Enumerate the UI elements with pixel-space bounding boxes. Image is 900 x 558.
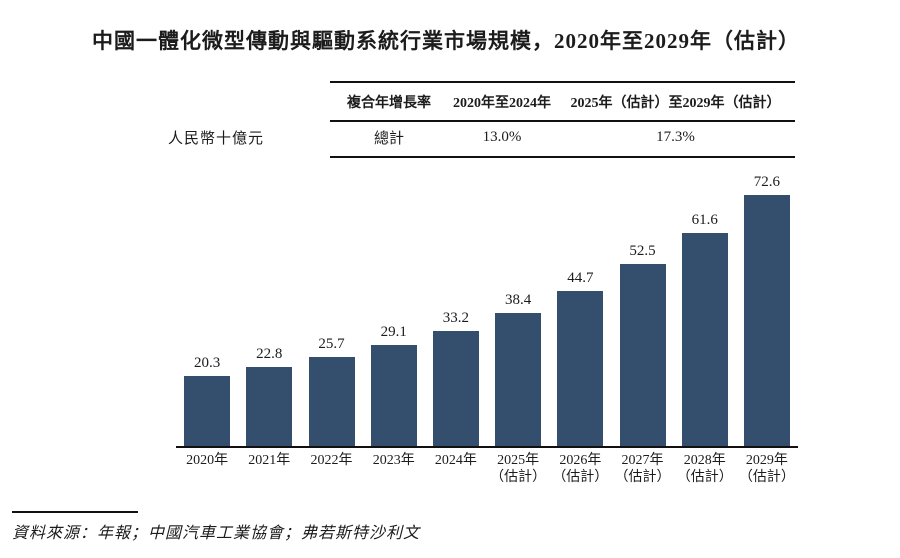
x-tick-label: 2024年 bbox=[425, 452, 487, 486]
bar-column: 25.7 bbox=[300, 336, 362, 446]
unit-label: 人民幣十億元 bbox=[168, 131, 265, 147]
bar-value-label: 22.8 bbox=[256, 346, 283, 362]
x-tick-year: 2028年 bbox=[683, 453, 726, 468]
bar-value-label: 61.6 bbox=[691, 212, 718, 228]
bar bbox=[495, 313, 542, 446]
x-tick-label: 2022年 bbox=[300, 452, 362, 486]
bar-value-label: 72.6 bbox=[753, 174, 781, 190]
bar bbox=[308, 357, 355, 446]
bar-column: 61.6 bbox=[674, 212, 736, 446]
x-tick-year: 2024年 bbox=[434, 453, 477, 468]
bar bbox=[432, 331, 479, 446]
x-tick-label: 2023年 bbox=[363, 452, 425, 486]
x-tick-year: 2020年 bbox=[186, 453, 229, 468]
bar-value-label: 29.1 bbox=[380, 324, 407, 340]
bar-column: 20.3 bbox=[176, 355, 238, 446]
x-tick-year: 2027年 bbox=[621, 453, 664, 468]
x-tick-estimate-note: （估計） bbox=[552, 470, 609, 485]
x-axis: 2020年 2021年 2022年 2023年 2024年 2025年 （估計） 2026年 （… bbox=[176, 452, 798, 486]
cagr-table-header-row: 複合年增長率 2020年至2024年 2025年（估計）至2029年（估計） bbox=[330, 83, 795, 122]
bar bbox=[743, 195, 790, 446]
x-tick-label: 2026年 （估計） bbox=[549, 452, 611, 486]
bar-column: 52.5 bbox=[611, 243, 673, 446]
cagr-header-period-1: 2020年至2024年 bbox=[453, 96, 551, 111]
cagr-table-value-row: 總計 13.0% 17.3% bbox=[330, 122, 795, 158]
x-tick-label: 2027年 （估計） bbox=[611, 452, 673, 486]
cagr-value-period-1: 13.0% bbox=[482, 129, 522, 145]
bar-column: 72.6 bbox=[736, 174, 798, 446]
bar-value-label: 52.5 bbox=[629, 243, 656, 259]
x-tick-year: 2026年 bbox=[559, 453, 602, 468]
bar-chart: 20.3 22.8 25.7 29.1 33.2 38.4 44.7 52.5 61.6 72.6… bbox=[176, 174, 798, 486]
bar-column: 22.8 bbox=[238, 346, 300, 446]
bar-column: 38.4 bbox=[487, 292, 549, 446]
x-tick-label: 2021年 bbox=[238, 452, 300, 486]
bar-value-label: 20.3 bbox=[193, 355, 221, 371]
plot-area: 20.3 22.8 25.7 29.1 33.2 38.4 44.7 52.5 61.6 72.6 bbox=[176, 174, 798, 448]
bar bbox=[681, 233, 728, 446]
bar bbox=[246, 367, 293, 446]
x-tick-year: 2021年 bbox=[248, 453, 291, 468]
bar bbox=[370, 345, 417, 446]
x-tick-year: 2022年 bbox=[310, 453, 353, 468]
bar bbox=[184, 376, 231, 446]
cagr-table: 複合年增長率 2020年至2024年 2025年（估計）至2029年（估計） 總… bbox=[330, 81, 795, 158]
bar-column: 29.1 bbox=[363, 324, 425, 446]
chart-title: 中國一體化微型傳動與驅動系統行業市場規模，2020年至2029年（估計） bbox=[92, 29, 800, 53]
x-tick-year: 2025年 bbox=[497, 453, 540, 468]
cagr-header-period-2: 2025年（估計）至2029年（估計） bbox=[570, 96, 781, 111]
bar-value-label: 25.7 bbox=[318, 336, 345, 352]
bar-column: 44.7 bbox=[549, 270, 611, 446]
x-tick-label: 2020年 bbox=[176, 452, 238, 486]
bar-value-label: 33.2 bbox=[442, 310, 470, 326]
x-tick-estimate-note: （估計） bbox=[738, 470, 795, 485]
source-note: 資料來源：年報；中國汽車工業協會；弗若斯特沙利文 bbox=[12, 525, 421, 542]
x-tick-label: 2028年 （估計） bbox=[674, 452, 736, 486]
x-tick-year: 2023年 bbox=[372, 453, 415, 468]
bar-value-label: 44.7 bbox=[567, 270, 594, 286]
bar-value-label: 38.4 bbox=[504, 292, 532, 308]
bar bbox=[557, 291, 604, 446]
cagr-value-period-2: 17.3% bbox=[656, 129, 695, 145]
bar bbox=[619, 264, 666, 446]
cagr-header-label: 複合年增長率 bbox=[347, 96, 431, 111]
x-tick-estimate-note: （估計） bbox=[490, 470, 547, 485]
x-tick-estimate-note: （估計） bbox=[614, 470, 671, 485]
x-tick-estimate-note: （估計） bbox=[676, 470, 733, 485]
x-tick-label: 2029年 （估計） bbox=[736, 452, 798, 486]
source-divider bbox=[12, 511, 138, 513]
x-tick-label: 2025年 （估計） bbox=[487, 452, 549, 486]
bar-column: 33.2 bbox=[425, 310, 487, 446]
x-tick-year: 2029年 bbox=[745, 453, 788, 468]
cagr-row-label: 總計 bbox=[373, 131, 404, 147]
